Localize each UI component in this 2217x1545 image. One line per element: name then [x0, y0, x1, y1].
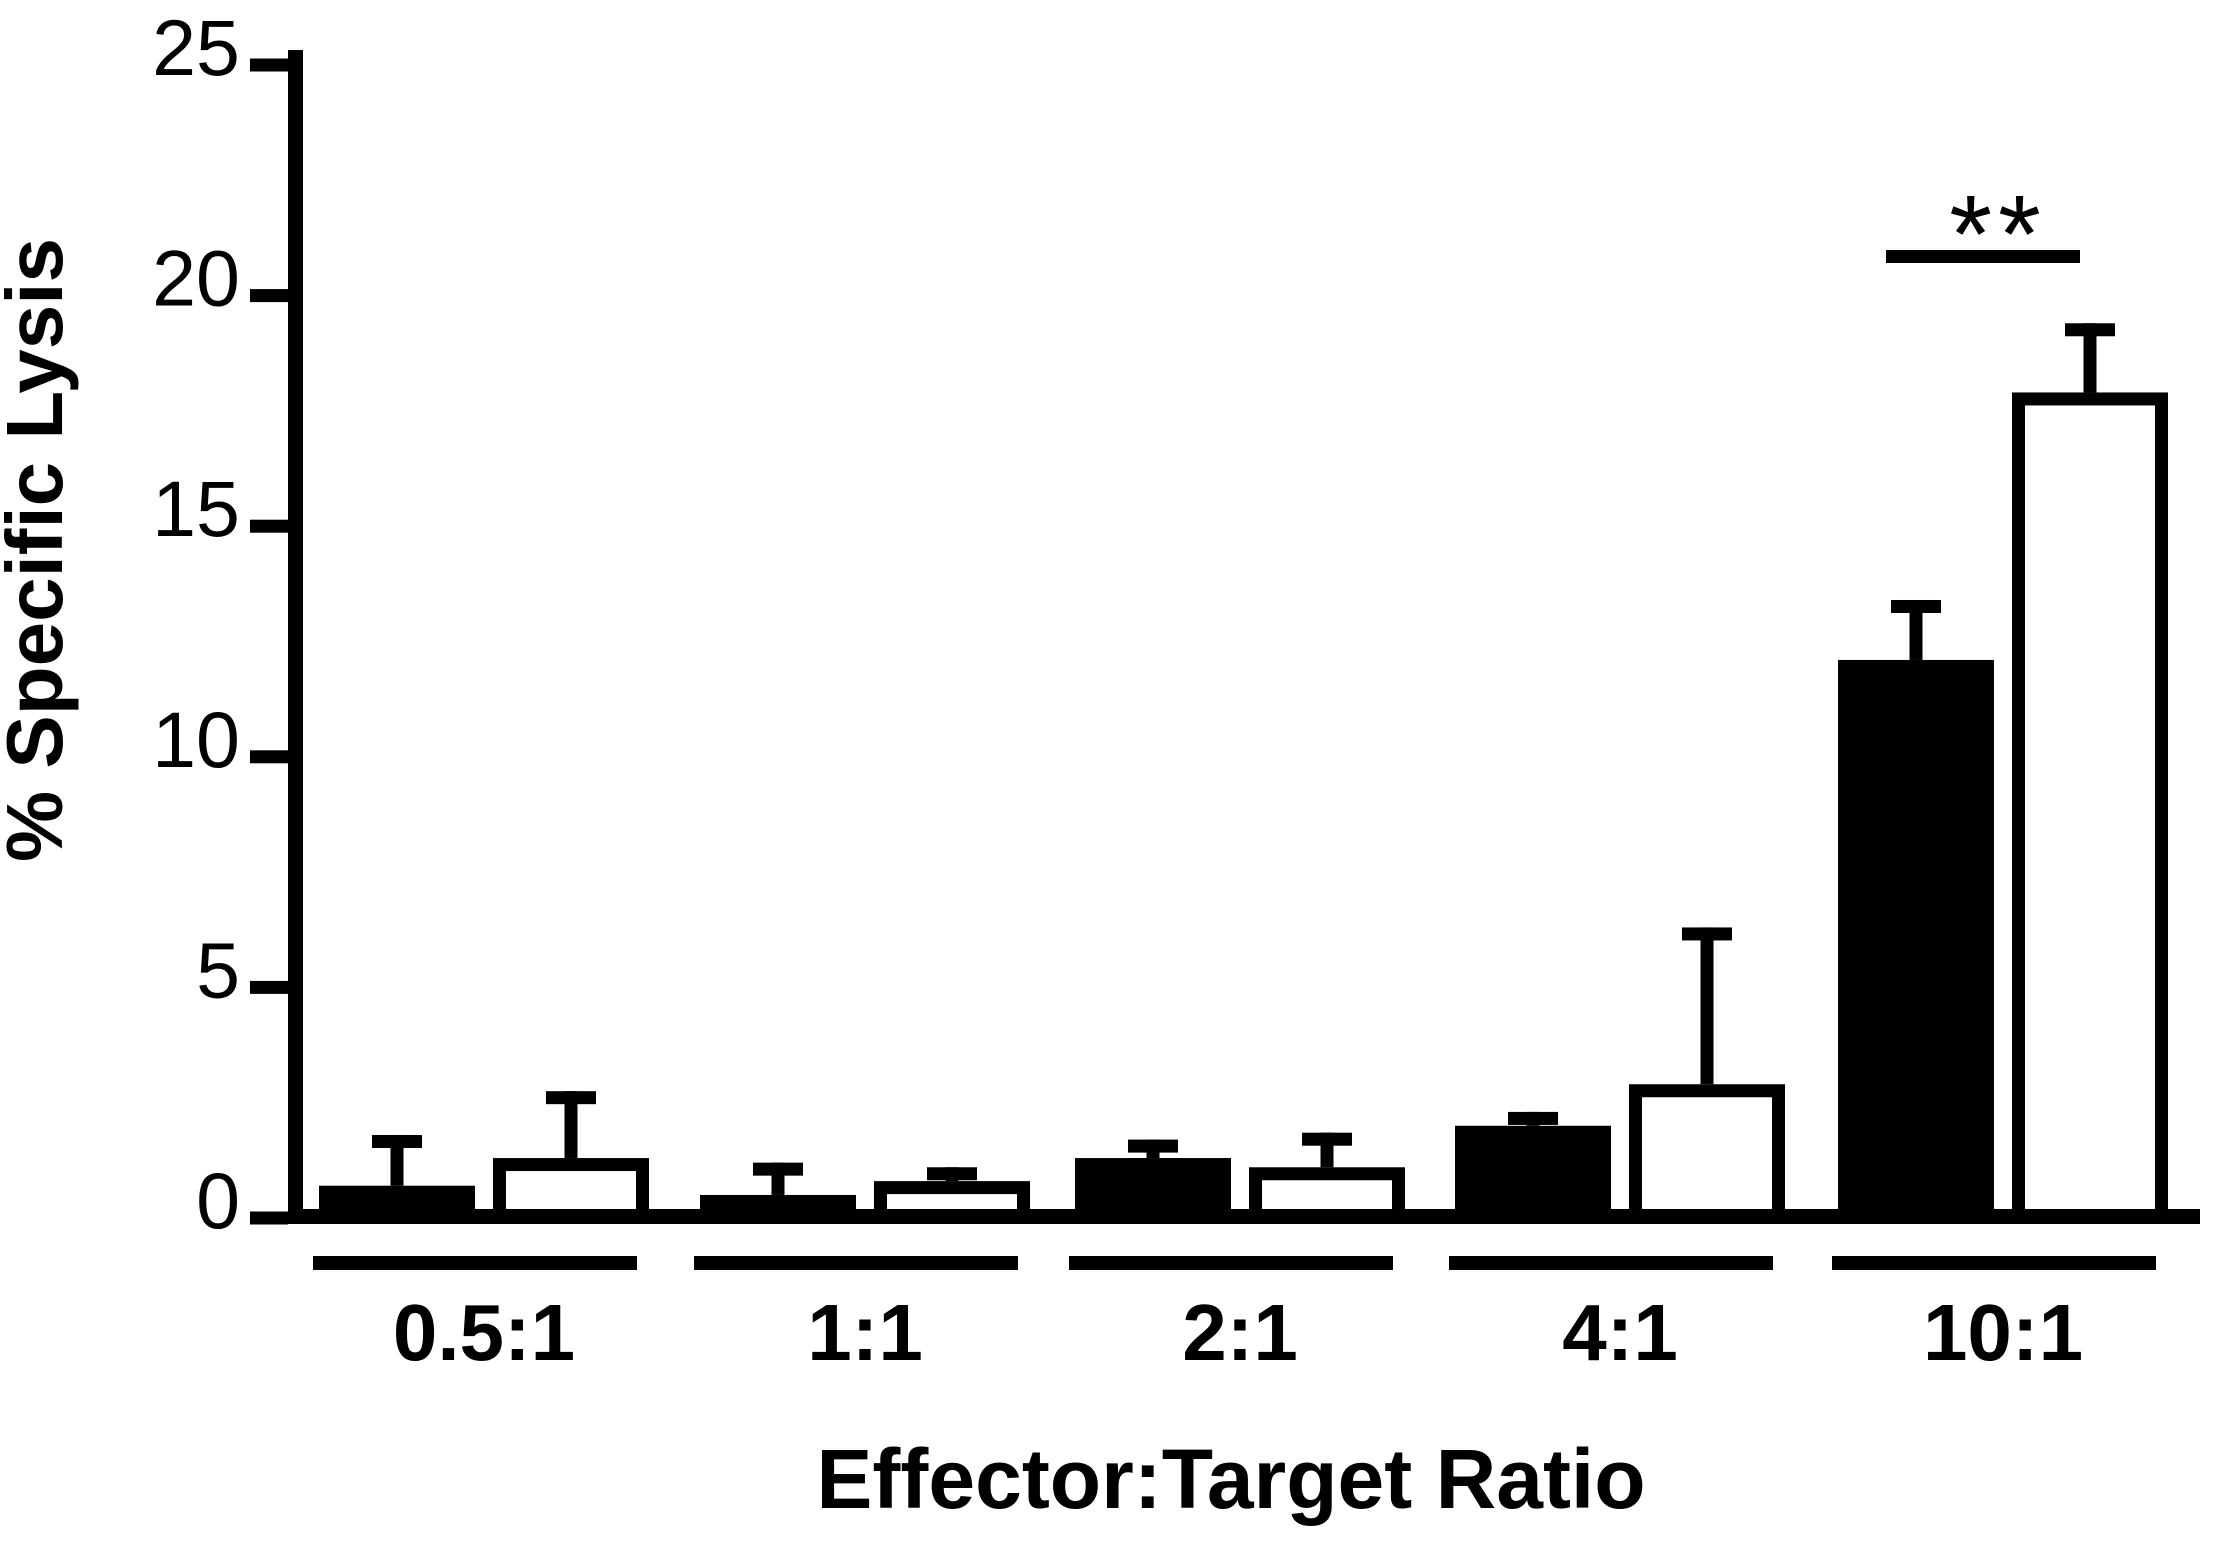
- error-bar-whisker: [2083, 323, 2097, 393]
- x-axis-title: Effector:Target Ratio: [816, 1432, 1645, 1526]
- y-axis-line: [288, 50, 303, 1224]
- y-tick-label: 20: [152, 234, 240, 323]
- category-underline: [313, 1256, 637, 1270]
- bar-open-fill: [887, 1194, 1017, 1209]
- y-tick-mark: [250, 289, 288, 303]
- x-category-label: 4:1: [1562, 1288, 1678, 1377]
- error-bar-cap: [1891, 599, 1941, 613]
- y-tick-mark: [250, 1211, 288, 1225]
- error-bar-cap: [372, 1134, 422, 1148]
- bar-open-fill: [1262, 1180, 1392, 1209]
- category-underline: [1449, 1256, 1773, 1270]
- category-underline: [694, 1256, 1018, 1270]
- error-bar-cap: [1508, 1111, 1558, 1125]
- error-bar-cap: [753, 1162, 803, 1176]
- error-bar-whisker: [1700, 927, 1714, 1085]
- bar-filled: [700, 1194, 856, 1217]
- error-bar-cap: [2065, 323, 2115, 337]
- y-tick-mark: [250, 519, 288, 533]
- y-tick-label: 5: [196, 925, 240, 1014]
- error-bar-whisker: [1909, 599, 1923, 660]
- error-bar-cap: [1302, 1132, 1352, 1146]
- y-tick-mark: [250, 980, 288, 994]
- bar-filled: [319, 1185, 475, 1217]
- significance-line: [1886, 250, 2080, 263]
- category-underline: [1069, 1256, 1393, 1270]
- error-bar-cap: [927, 1167, 977, 1181]
- error-bar-cap: [546, 1091, 596, 1105]
- x-category-label: 0.5:1: [393, 1288, 575, 1377]
- y-tick-label: 15: [152, 464, 240, 553]
- category-underline: [1832, 1256, 2156, 1270]
- x-category-label: 1:1: [807, 1288, 923, 1377]
- y-tick-label: 0: [196, 1156, 240, 1245]
- y-tick-label: 25: [152, 3, 240, 92]
- x-category-label: 10:1: [1923, 1288, 2083, 1377]
- bar-filled: [1455, 1125, 1611, 1217]
- bar-filled: [1838, 659, 1994, 1217]
- error-bar-cap: [1128, 1139, 1178, 1153]
- y-axis-title: % Specific Lysis: [0, 238, 79, 862]
- bar-open-fill: [1642, 1097, 1772, 1209]
- error-bar-whisker: [564, 1091, 578, 1159]
- error-bar-cap: [1682, 927, 1732, 941]
- x-category-label: 2:1: [1182, 1288, 1298, 1377]
- y-tick-mark: [250, 750, 288, 764]
- significance-label: **: [1949, 173, 2047, 296]
- bar-open-fill: [2025, 405, 2155, 1209]
- y-tick-label: 10: [152, 695, 240, 784]
- bar-open-fill: [506, 1171, 636, 1209]
- y-tick-mark: [250, 58, 288, 72]
- chart-dynamic-layer: 0 5 10 15 20 25 0.5:1 1:1 2:1 4:1 10:1: [152, 3, 2200, 1377]
- bar-filled: [1075, 1158, 1231, 1217]
